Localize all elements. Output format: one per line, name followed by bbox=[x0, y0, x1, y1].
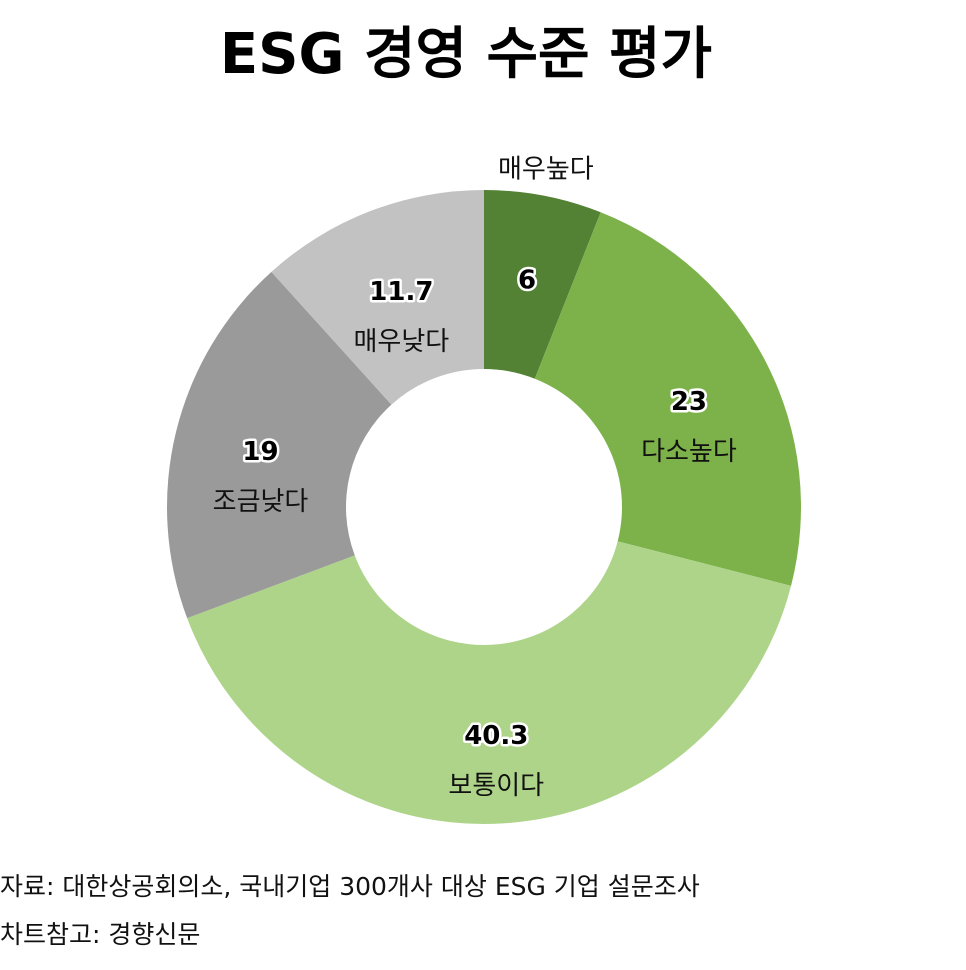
donut-slice bbox=[166, 271, 392, 619]
source-note: 자료: 대한상공회의소, 국내기업 300개사 대상 ESG 기업 설문조사 bbox=[0, 872, 700, 901]
donut-slice bbox=[187, 541, 792, 825]
value-label: 23 bbox=[671, 387, 707, 417]
value-label: 6 bbox=[518, 266, 536, 296]
donut-slice bbox=[271, 190, 484, 405]
value-label: 11.7 bbox=[369, 277, 433, 307]
category-label: 매우낮다 bbox=[354, 327, 450, 357]
category-label: 매우높다 bbox=[498, 155, 594, 185]
value-label: 19 bbox=[242, 437, 278, 467]
category-label: 조금낮다 bbox=[213, 487, 309, 517]
source-note: 차트참고: 경향신문 bbox=[0, 920, 200, 949]
chart-title: ESG 경영 수준 평가 bbox=[220, 22, 712, 87]
category-label: 다소높다 bbox=[641, 437, 737, 467]
donut-slice bbox=[534, 212, 801, 586]
category-label: 보통이다 bbox=[448, 771, 544, 801]
value-label: 40.3 bbox=[464, 721, 528, 751]
donut-slice bbox=[484, 190, 601, 379]
